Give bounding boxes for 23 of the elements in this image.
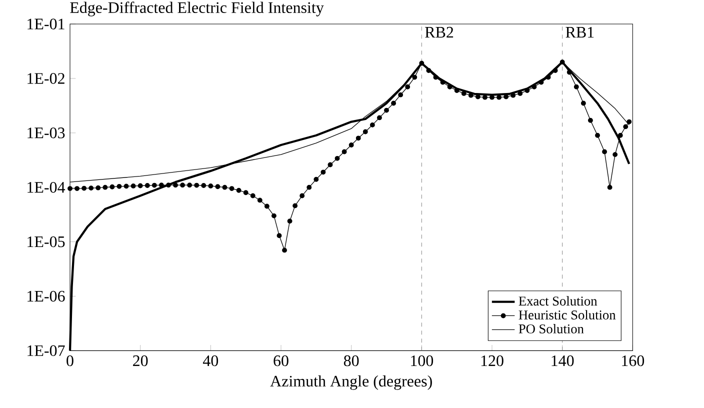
chart-title: Edge-Diffracted Electric Field Intensity [70,2,324,16]
ref-line-label: RB2 [425,26,454,38]
y-tick-label: 1E-03 [28,127,65,138]
y-tick-label: 1E-02 [28,73,64,84]
y-tick-label: 1E-06 [28,290,65,302]
x-tick-label: 100 [411,355,434,366]
x-tick-label: 0 [66,355,74,366]
legend-label: PO Solution [518,324,584,334]
legend-label: Heuristic Solution [518,310,616,320]
x-tick-label: 160 [622,355,644,366]
y-tick-label: 1E-01 [28,18,64,30]
y-tick-label: 1E-04 [28,182,66,193]
y-tick-label: 1E-07 [28,345,65,356]
x-tick-label: 20 [133,355,148,366]
legend-label: Exact Solution [518,296,598,306]
x-tick-label: 60 [274,355,288,366]
x-axis-title: Azimuth Angle (degrees) [270,375,432,390]
x-tick-label: 120 [481,355,504,366]
x-tick-label: 40 [202,355,218,366]
ref-line-label: RB1 [566,26,594,38]
x-tick-label: 140 [552,355,574,366]
y-tick-label: 1E-05 [28,236,65,248]
x-tick-label: 80 [344,355,359,366]
